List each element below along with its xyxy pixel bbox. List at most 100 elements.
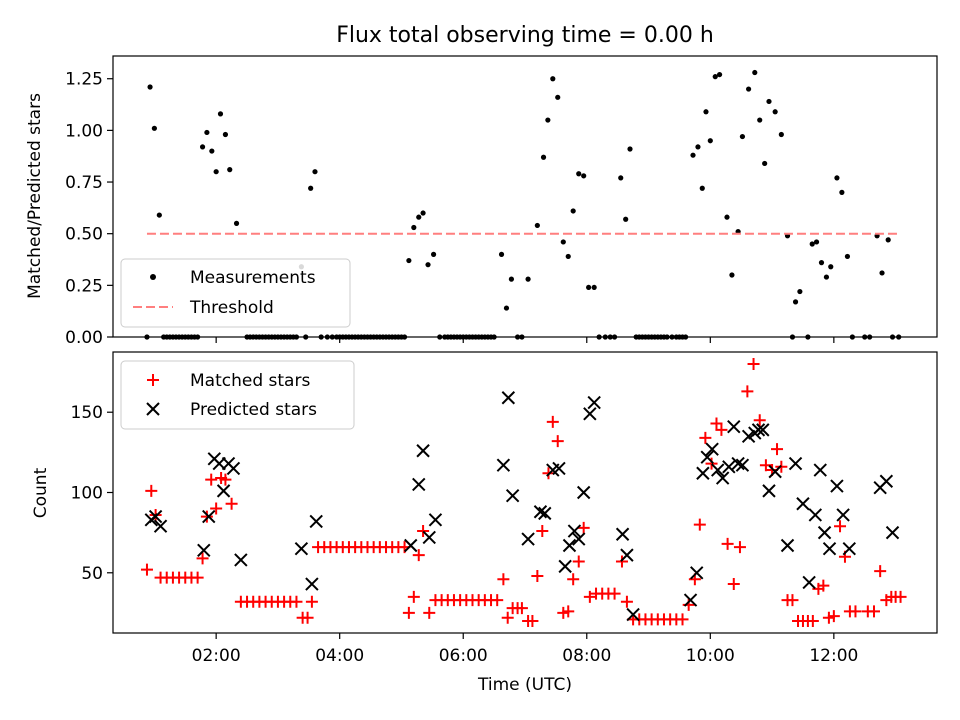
matched-star-point (806, 614, 819, 627)
matched-star-point (834, 520, 847, 533)
measurement-point (540, 154, 547, 160)
measurement-point (581, 173, 587, 179)
matched-star-point (225, 497, 238, 510)
matched-star-point (536, 525, 549, 538)
measurement-point (823, 274, 830, 280)
measurement-point (716, 71, 723, 78)
predicted-star-point (788, 456, 803, 471)
predicted-star-point (521, 532, 535, 546)
measurement-point (508, 276, 515, 282)
predicted-star-point (885, 525, 900, 540)
measurement-point (586, 284, 592, 291)
matched-star-point (531, 569, 544, 582)
measurement-point (757, 117, 763, 123)
measurement-point (839, 189, 845, 195)
predicted-star-point (830, 479, 844, 493)
matched-star-point (867, 605, 880, 618)
matched-star-point (676, 613, 689, 626)
predicted-star-point (533, 505, 548, 519)
measurement-point (627, 146, 633, 152)
measurement-point (724, 214, 730, 220)
matched-star-point (710, 417, 723, 430)
predicted-star-point (216, 484, 231, 498)
top-y-tick-label: 0.00 (65, 328, 103, 348)
matched-star-point (827, 610, 840, 623)
matched-star-point (705, 457, 718, 470)
predicted-star-point (562, 538, 577, 553)
predicted-star-point (148, 509, 163, 524)
predicted-star-point (505, 489, 520, 503)
measurement-point (739, 133, 746, 140)
matched-star-point (219, 473, 232, 486)
measurement-point (885, 237, 891, 243)
measurement-point (217, 111, 224, 117)
predicted-star-point (572, 532, 586, 546)
bottom-y-tick-label: 50 (81, 564, 103, 584)
predicted-star-point (705, 442, 719, 456)
predicted-star-point (796, 497, 810, 511)
legend-label-threshold: Threshold (189, 298, 274, 318)
matched-star-point (515, 602, 528, 615)
measurement-point (222, 131, 229, 138)
top-y-axis-label: Matched/Predicted stars (25, 93, 45, 299)
matched-star-point (620, 595, 633, 608)
bottom-x-tick-label: 10:00 (686, 646, 735, 666)
measurement-point (623, 216, 629, 222)
predicted-star-point (842, 541, 856, 556)
matched-star-point (567, 573, 580, 586)
predicted-star-point (309, 514, 323, 529)
predicted-star-point (197, 543, 211, 558)
matched-star-point (551, 435, 564, 448)
predicted-star-point (715, 471, 730, 485)
predicted-star-point (802, 575, 816, 590)
matched-star-point (140, 563, 153, 576)
predicted-star-point (727, 419, 741, 434)
measurement-point (746, 86, 752, 92)
measurement-point (312, 169, 318, 175)
top-y-tick-label: 1.25 (65, 70, 103, 90)
predicted-star-point (501, 391, 516, 405)
predicted-star-point (567, 524, 582, 538)
predicted-star-point (153, 519, 168, 533)
measurement-point (879, 270, 885, 276)
bottom-x-tick-label: 12:00 (809, 646, 858, 666)
matched-star-point (572, 555, 585, 568)
measurement-point (560, 239, 566, 245)
measurement-point (550, 76, 556, 82)
matched-star-point (583, 590, 596, 603)
predicted-star-point (620, 548, 634, 562)
matched-star-point (874, 565, 887, 578)
matched-star-point (562, 605, 575, 618)
matched-star-point (210, 502, 223, 515)
bottom-y-tick-label: 100 (71, 484, 103, 504)
predicted-star-point (583, 407, 597, 421)
top-y-tick-label: 1.00 (65, 121, 103, 141)
measurement-point (503, 305, 510, 311)
matched-star-point (301, 611, 314, 624)
bottom-x-tick-label: 06:00 (439, 646, 488, 666)
predicted-star-point (690, 566, 704, 580)
predicted-star-point (428, 513, 443, 527)
measurement-point (425, 262, 431, 268)
matched-star-point (741, 385, 754, 398)
matched-star-point (145, 484, 158, 497)
measurement-point (844, 253, 851, 260)
top-y-tick-label: 0.50 (65, 225, 103, 245)
measurement-point (151, 125, 157, 131)
legend-label-measurements: Measurements (190, 268, 316, 288)
matched-star-point (615, 555, 628, 568)
matched-star-point (417, 525, 430, 538)
predicted-star-point (768, 464, 782, 479)
predicted-star-point (538, 506, 552, 521)
matched-star-point (771, 443, 784, 456)
matched-star-point (721, 537, 734, 550)
top-plot-frame (112, 55, 938, 338)
predicted-star-point (404, 538, 418, 553)
measurement-point (809, 241, 815, 247)
measurement-point (570, 208, 576, 214)
top-panel: 0.00 0.25 0.50 0.75 1.00 1.25 Matched/Predict… (25, 55, 938, 348)
matched-star-point (753, 414, 766, 427)
legend-label-predicted: Predicted stars (190, 400, 317, 420)
bottom-x-axis-label: Time (UTC) (477, 675, 572, 695)
